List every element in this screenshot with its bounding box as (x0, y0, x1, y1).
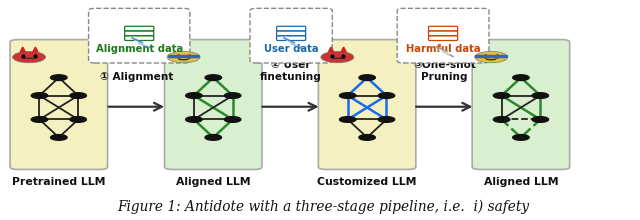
Circle shape (493, 117, 510, 122)
FancyBboxPatch shape (125, 31, 154, 36)
Text: Alignment data: Alignment data (95, 44, 183, 54)
Circle shape (205, 135, 221, 140)
Circle shape (378, 93, 395, 98)
Text: Customized LLM: Customized LLM (317, 177, 417, 187)
FancyBboxPatch shape (472, 40, 570, 169)
Circle shape (532, 93, 548, 98)
FancyBboxPatch shape (88, 8, 190, 63)
Circle shape (70, 93, 86, 98)
Polygon shape (132, 38, 149, 48)
FancyBboxPatch shape (397, 8, 489, 63)
Text: Aligned LLM: Aligned LLM (484, 177, 558, 187)
Text: User data: User data (264, 44, 319, 54)
Text: ③One-shot
Pruning: ③One-shot Pruning (413, 60, 476, 82)
Polygon shape (341, 47, 346, 52)
Circle shape (31, 93, 48, 98)
Polygon shape (284, 38, 301, 48)
Circle shape (359, 135, 375, 140)
Circle shape (13, 51, 45, 63)
FancyBboxPatch shape (125, 26, 154, 31)
Circle shape (532, 117, 548, 122)
Circle shape (51, 135, 67, 140)
Text: ① Alignment: ① Alignment (100, 72, 173, 82)
Polygon shape (436, 46, 454, 57)
Polygon shape (286, 41, 298, 46)
FancyBboxPatch shape (164, 40, 262, 169)
Text: Pretrained LLM: Pretrained LLM (12, 177, 106, 187)
FancyBboxPatch shape (276, 36, 306, 40)
Circle shape (513, 135, 529, 140)
Text: ② User
finetuning: ② User finetuning (260, 60, 321, 82)
Circle shape (475, 51, 508, 63)
Text: Harmful data: Harmful data (406, 44, 481, 54)
FancyBboxPatch shape (125, 36, 154, 40)
Circle shape (339, 117, 356, 122)
FancyBboxPatch shape (250, 8, 332, 63)
FancyBboxPatch shape (276, 26, 306, 31)
Circle shape (51, 75, 67, 81)
Circle shape (339, 93, 356, 98)
Polygon shape (20, 47, 25, 52)
Polygon shape (33, 47, 38, 52)
FancyBboxPatch shape (429, 26, 458, 31)
FancyBboxPatch shape (318, 40, 416, 169)
Circle shape (186, 93, 202, 98)
FancyBboxPatch shape (429, 31, 458, 36)
Circle shape (70, 117, 86, 122)
Circle shape (31, 117, 48, 122)
FancyBboxPatch shape (276, 31, 306, 36)
FancyBboxPatch shape (429, 36, 458, 40)
Polygon shape (438, 50, 450, 54)
Circle shape (359, 75, 375, 81)
Circle shape (225, 93, 241, 98)
Circle shape (513, 75, 529, 81)
Text: Figure 1: Antidote with a three-stage pipeline, i.e.  i) safety: Figure 1: Antidote with a three-stage pi… (116, 200, 529, 214)
Circle shape (378, 117, 395, 122)
Circle shape (205, 75, 221, 81)
Circle shape (186, 117, 202, 122)
Circle shape (225, 117, 241, 122)
Polygon shape (134, 41, 145, 46)
Circle shape (321, 51, 354, 63)
Circle shape (167, 51, 200, 63)
Polygon shape (328, 47, 333, 52)
Circle shape (493, 93, 510, 98)
FancyBboxPatch shape (10, 40, 108, 169)
Text: Aligned LLM: Aligned LLM (176, 177, 251, 187)
